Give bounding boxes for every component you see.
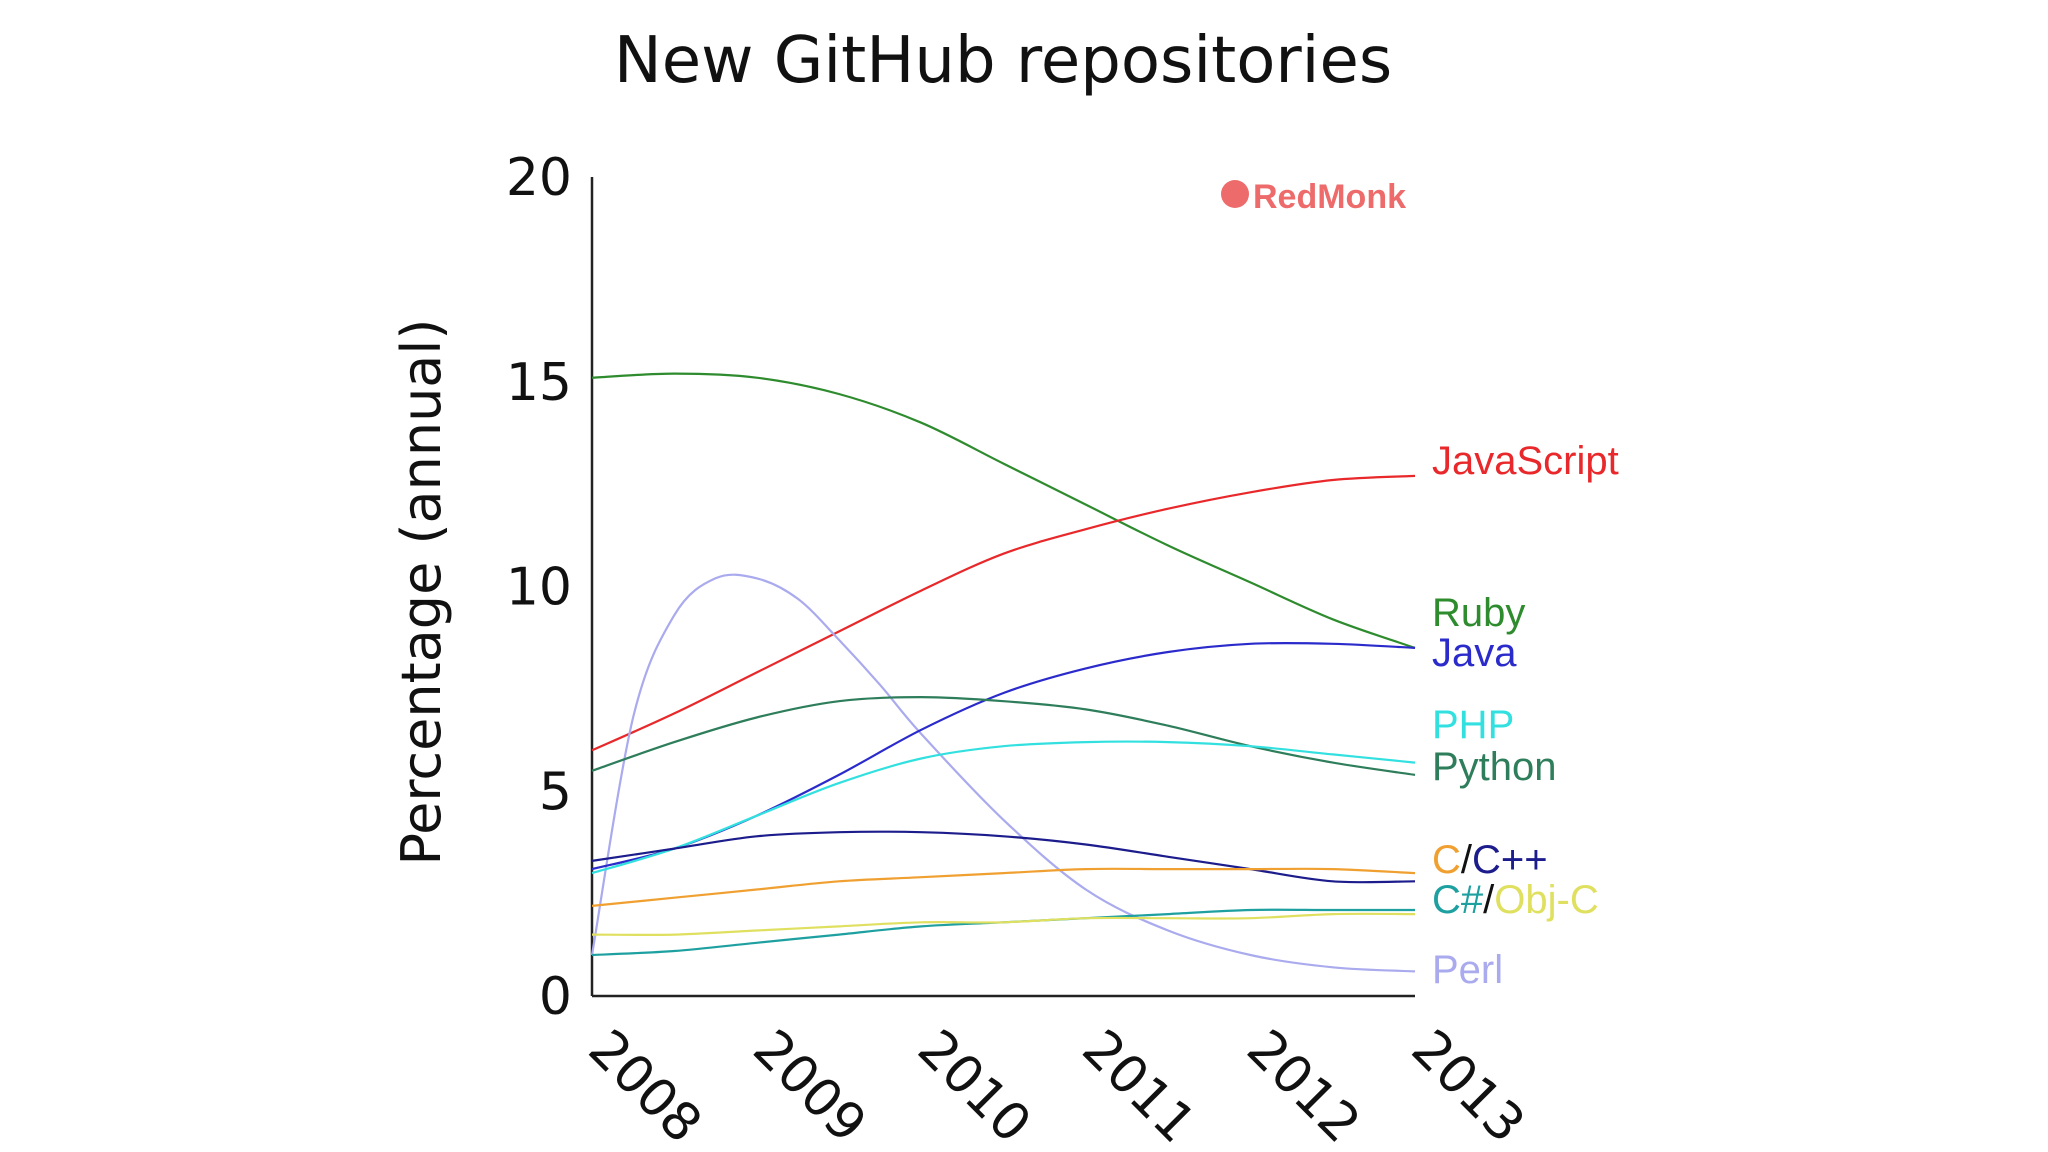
series-labels: JavaScriptRubyJavaPHPPythonC/C++C#/Obj-C… bbox=[1432, 439, 1619, 992]
y-tick-label: 10 bbox=[506, 558, 572, 618]
y-tick-label: 0 bbox=[539, 967, 572, 1027]
series-label: Java bbox=[1432, 631, 1517, 675]
series-label-part: Java bbox=[1432, 631, 1517, 675]
series-line-obj-c bbox=[591, 912, 1416, 937]
redmonk-logo-text: RedMonk bbox=[1253, 178, 1406, 216]
x-tick-label: 2012 bbox=[1235, 1019, 1371, 1152]
y-tick-label: 15 bbox=[506, 353, 572, 413]
series-label: JavaScript bbox=[1432, 439, 1619, 483]
series-label-part: Obj-C bbox=[1494, 878, 1598, 922]
y-tick-labels: 0 5 10 15 20 bbox=[506, 148, 572, 1027]
axes bbox=[590, 177, 1415, 998]
series-label: C/C++ bbox=[1432, 838, 1548, 882]
series-label: Perl bbox=[1432, 948, 1503, 992]
series-label-part: C++ bbox=[1472, 838, 1548, 882]
redmonk-logo: RedMonk bbox=[1221, 178, 1406, 216]
series-line-perl bbox=[590, 573, 1416, 973]
series-line-php bbox=[591, 740, 1416, 875]
series-label-part: C# bbox=[1432, 878, 1484, 922]
x-tick-label: 2013 bbox=[1400, 1019, 1536, 1152]
x-tick-label: 2008 bbox=[577, 1019, 713, 1152]
series-line-ruby bbox=[591, 372, 1416, 649]
series-label-part: / bbox=[1461, 838, 1473, 882]
series-label-part: JavaScript bbox=[1432, 439, 1619, 483]
series-label-part: Python bbox=[1432, 745, 1557, 789]
series-label: C#/Obj-C bbox=[1432, 878, 1599, 922]
series-line-python bbox=[591, 695, 1416, 776]
x-tick-label: 2011 bbox=[1071, 1019, 1207, 1152]
x-tick-label: 2010 bbox=[906, 1019, 1042, 1152]
series-label-part: PHP bbox=[1432, 703, 1514, 747]
series-label-part: Ruby bbox=[1432, 591, 1525, 635]
series-line-c bbox=[591, 867, 1416, 907]
chart-title: New GitHub repositories bbox=[614, 24, 1392, 98]
series-line-java bbox=[591, 641, 1416, 871]
series-line-javascript bbox=[591, 474, 1416, 752]
series-label-part: Perl bbox=[1432, 948, 1503, 992]
series-line-c- bbox=[591, 830, 1416, 884]
redmonk-logo-mark bbox=[1221, 180, 1249, 208]
x-tick-labels: 2008 2009 2010 2011 2012 2013 bbox=[577, 1019, 1536, 1152]
y-axis-label: Percentage (annual) bbox=[390, 319, 453, 866]
series-label: Ruby bbox=[1432, 591, 1525, 635]
series-label-part: C bbox=[1432, 838, 1461, 882]
series-label: Python bbox=[1432, 745, 1557, 789]
y-tick-label: 20 bbox=[506, 148, 572, 208]
x-tick-label: 2009 bbox=[741, 1019, 877, 1152]
series-label: PHP bbox=[1432, 703, 1514, 747]
series-lines bbox=[590, 372, 1416, 973]
y-tick-label: 5 bbox=[539, 762, 572, 822]
series-label-part: / bbox=[1483, 878, 1495, 922]
